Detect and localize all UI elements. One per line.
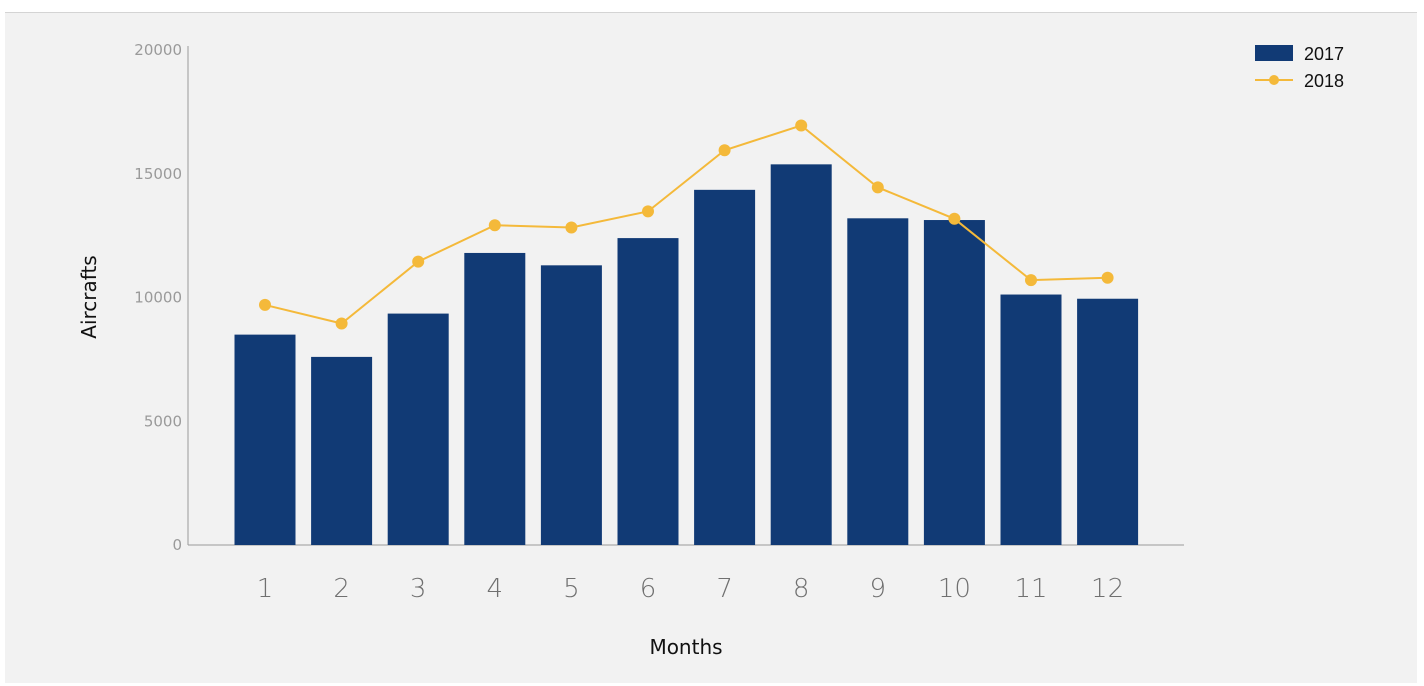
x-tick-label: 10 [938,574,971,604]
x-tick-label: 2 [333,574,350,604]
point-2018 [795,119,808,132]
bar-2017 [387,313,449,545]
x-tick-label: 11 [1014,574,1047,604]
y-axis: 0 5000 10000 15000 20000 [134,41,189,554]
line-series-2018 [259,119,1114,330]
x-tick-label: 3 [410,574,427,604]
bar-2017 [847,218,909,546]
x-tick-label: 12 [1091,574,1124,604]
bar-2017 [1077,298,1139,545]
x-tick-label: 8 [793,574,810,604]
point-2018 [259,298,271,311]
x-tick-label: 5 [563,574,580,604]
point-2018 [642,205,654,218]
x-tick-label: 4 [487,574,504,604]
legend-swatch-2017 [1255,45,1293,61]
bar-2017 [770,164,832,545]
legend: 2017 2018 [1255,44,1344,91]
point-2018 [412,255,425,268]
bar-2017 [923,220,985,545]
point-2018 [565,221,578,234]
point-2018 [718,144,731,157]
bar-2017 [694,189,756,545]
x-axis: 1 2 3 4 5 6 7 8 9 10 11 12 [188,544,1184,604]
point-2018 [1025,274,1037,287]
point-2018 [871,181,884,194]
x-axis-title: Months [649,635,722,659]
point-2018 [488,219,501,232]
y-tick-label: 0 [172,536,182,554]
line-2018 [264,124,1108,325]
bar-series-2017 [234,164,1139,546]
point-2018 [335,317,348,330]
y-tick-label: 5000 [144,412,182,430]
point-2018 [1101,271,1114,284]
bar-2017 [617,238,679,545]
x-tick-label: 6 [640,574,657,604]
legend-label-2018: 2018 [1304,71,1344,91]
x-tick-label: 7 [716,574,733,604]
bar-2017 [234,334,296,545]
bar-2017 [464,252,526,545]
y-tick-label: 15000 [134,165,182,183]
y-tick-label: 10000 [134,289,182,307]
bar-2017 [311,356,373,545]
bar-2017 [1000,294,1062,545]
x-tick-label: 1 [257,574,274,604]
y-tick-label: 20000 [134,41,182,59]
x-tick-label: 9 [870,574,887,604]
point-2018 [948,212,961,225]
legend-marker-2018 [1269,75,1279,85]
legend-label-2017: 2017 [1304,44,1344,64]
y-axis-title: Aircrafts [77,255,101,338]
bar-2017 [540,265,602,545]
